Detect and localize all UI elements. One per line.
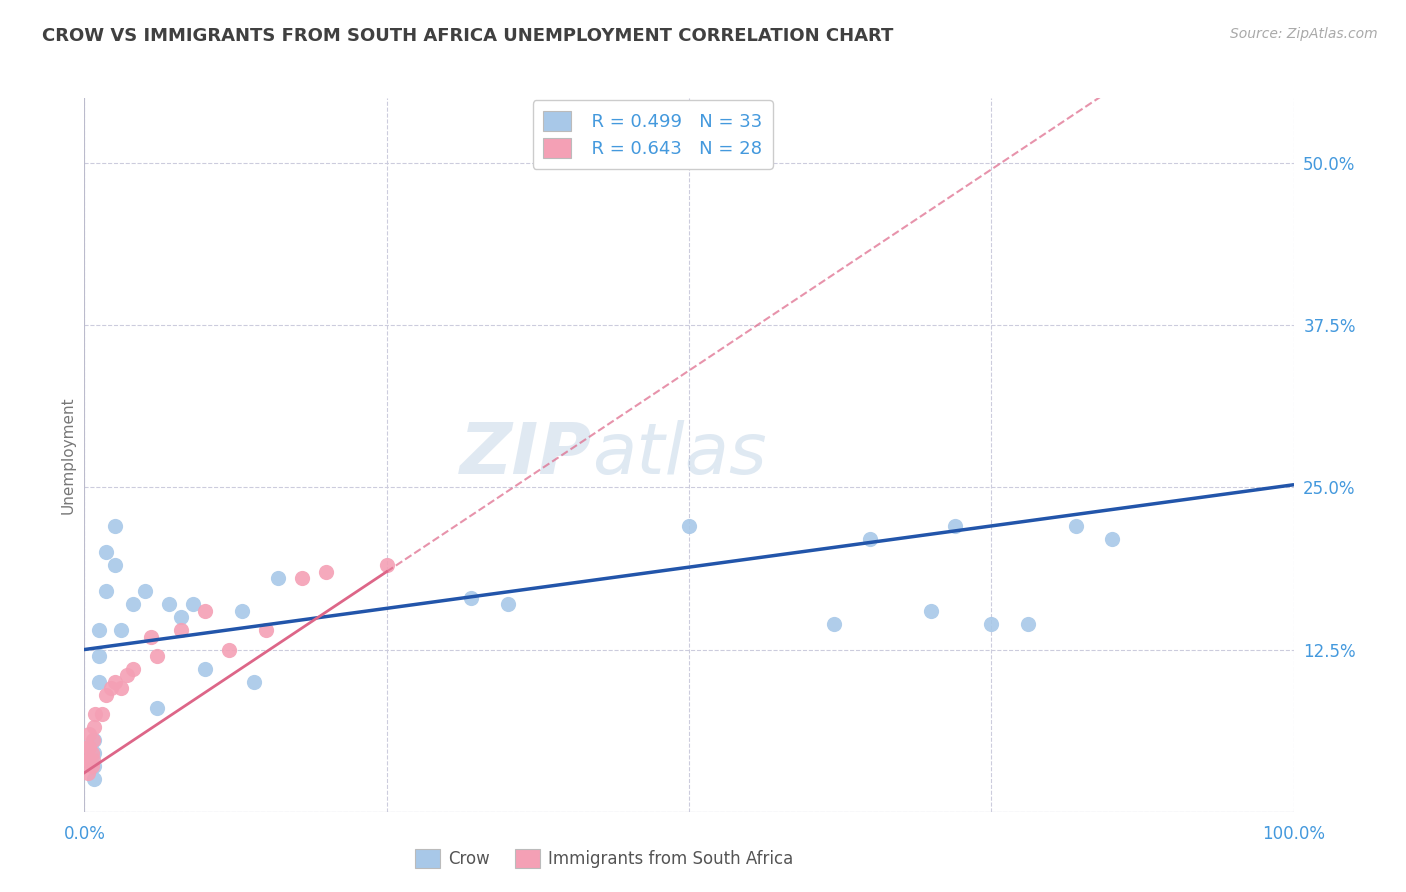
Point — [678, 519, 700, 533]
Point — [315, 565, 337, 579]
Point — [104, 675, 127, 690]
Point — [82, 733, 104, 747]
Point — [100, 681, 122, 696]
Point — [920, 604, 942, 618]
Point — [110, 623, 132, 637]
Text: atlas: atlas — [592, 420, 766, 490]
Point — [943, 519, 966, 533]
Point — [181, 597, 204, 611]
Point — [170, 623, 193, 637]
Text: ZIP: ZIP — [460, 420, 592, 490]
Point — [157, 597, 180, 611]
Point — [146, 701, 169, 715]
Point — [146, 648, 169, 663]
Point — [121, 662, 143, 676]
Point — [80, 759, 103, 773]
Point — [84, 707, 107, 722]
Point — [83, 733, 105, 747]
Point — [254, 623, 277, 637]
Point — [115, 668, 138, 682]
Point — [1101, 533, 1123, 547]
Point — [77, 753, 100, 767]
Point — [87, 675, 110, 690]
Text: Source: ZipAtlas.com: Source: ZipAtlas.com — [1230, 27, 1378, 41]
Point — [194, 604, 217, 618]
Point — [980, 616, 1002, 631]
Y-axis label: Unemployment: Unemployment — [60, 396, 76, 514]
Point — [242, 675, 264, 690]
Point — [77, 739, 100, 754]
Point — [1064, 519, 1087, 533]
Point — [139, 630, 162, 644]
Point — [77, 739, 100, 754]
Point — [94, 545, 117, 559]
Point — [77, 753, 100, 767]
Point — [231, 604, 253, 618]
Point — [823, 616, 845, 631]
Point — [291, 571, 314, 585]
Point — [375, 558, 398, 573]
Point — [170, 610, 193, 624]
Point — [83, 747, 105, 761]
Point — [83, 759, 105, 773]
Point — [82, 753, 104, 767]
Point — [83, 720, 105, 734]
Point — [104, 558, 127, 573]
Legend: Crow, Immigrants from South Africa: Crow, Immigrants from South Africa — [408, 843, 800, 875]
Point — [460, 591, 482, 605]
Point — [194, 662, 217, 676]
Point — [134, 584, 156, 599]
Point — [94, 584, 117, 599]
Point — [104, 519, 127, 533]
Point — [77, 765, 100, 780]
Point — [121, 597, 143, 611]
Point — [859, 533, 882, 547]
Point — [87, 623, 110, 637]
Point — [1017, 616, 1039, 631]
Point — [496, 597, 519, 611]
Point — [77, 727, 100, 741]
Point — [110, 681, 132, 696]
Point — [87, 648, 110, 663]
Point — [91, 707, 114, 722]
Point — [83, 772, 105, 787]
Point — [267, 571, 290, 585]
Point — [94, 688, 117, 702]
Point — [80, 747, 103, 761]
Text: CROW VS IMMIGRANTS FROM SOUTH AFRICA UNEMPLOYMENT CORRELATION CHART: CROW VS IMMIGRANTS FROM SOUTH AFRICA UNE… — [42, 27, 894, 45]
Point — [218, 642, 240, 657]
